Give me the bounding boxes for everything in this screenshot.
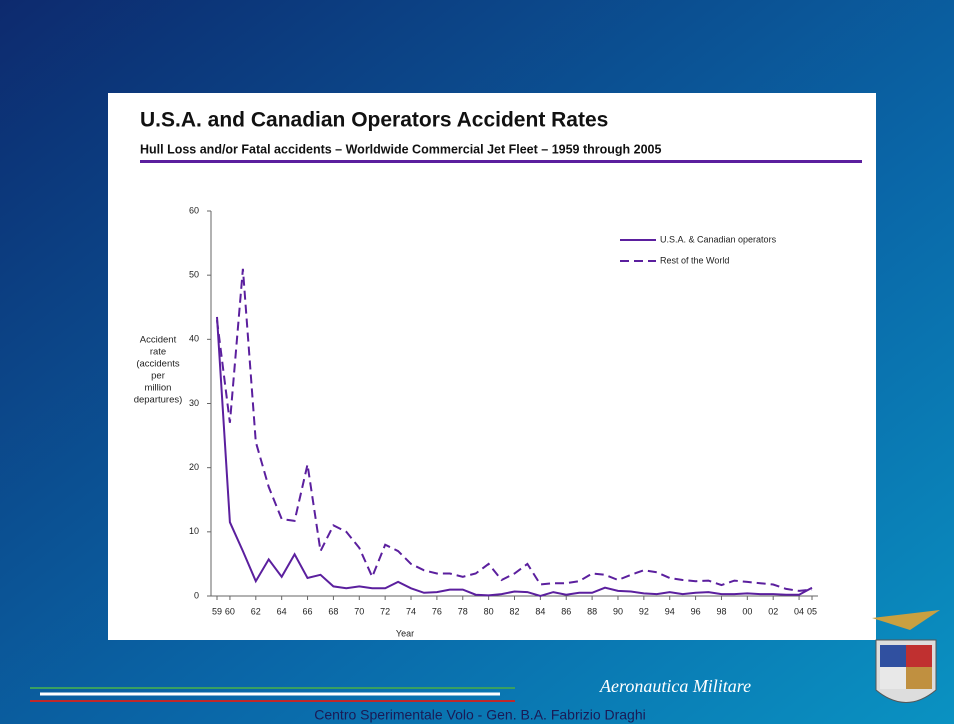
- x-tick-label: 72: [380, 606, 390, 616]
- x-tick-label: 70: [354, 606, 364, 616]
- chart-panel: [108, 93, 876, 640]
- y-tick-label: 60: [189, 205, 199, 215]
- x-tick-label: 86: [561, 606, 571, 616]
- series-line: [216, 316, 813, 598]
- x-tick-label: 98: [716, 606, 726, 616]
- x-tick-label: 76: [432, 606, 442, 616]
- title-rule: [140, 160, 862, 163]
- x-tick-label: 82: [509, 606, 519, 616]
- x-tick-label: 00: [742, 606, 752, 616]
- y-tick-label: 30: [189, 398, 199, 408]
- x-tick-label: 78: [458, 606, 468, 616]
- y-axis-label: rate: [150, 347, 166, 358]
- y-tick-label: 10: [189, 526, 199, 536]
- x-tick-label: 74: [406, 606, 416, 616]
- y-tick-label: 50: [189, 270, 199, 280]
- footer-caption: Centro Sperimentale Volo - Gen. B.A. Fab…: [314, 707, 646, 723]
- y-axis-label: departures): [134, 395, 183, 406]
- x-tick-label: 84: [535, 606, 545, 616]
- x-tick-label: 02: [768, 606, 778, 616]
- x-axis-label: Year: [396, 628, 414, 638]
- y-axis-label: per: [151, 371, 165, 382]
- x-tick-label: 64: [277, 606, 287, 616]
- x-tick-label: 88: [587, 606, 597, 616]
- x-tick-label: 96: [691, 606, 701, 616]
- y-tick-label: 40: [189, 334, 199, 344]
- x-tick-label: 94: [665, 606, 675, 616]
- series-line: [216, 268, 813, 592]
- x-tick-label: 62: [251, 606, 261, 616]
- x-tick-label: 68: [328, 606, 338, 616]
- y-axis-label: million: [145, 383, 172, 394]
- y-axis-label: Accident: [140, 335, 177, 346]
- x-tick-label: 92: [639, 606, 649, 616]
- x-tick-label: 05: [807, 606, 817, 616]
- y-tick-label: 20: [189, 462, 199, 472]
- y-tick-label: 0: [194, 590, 199, 600]
- emblem: [872, 610, 940, 703]
- footer-brand: Aeronautica Militare: [599, 676, 751, 696]
- x-tick-label: 80: [484, 606, 494, 616]
- x-tick-label: 04: [794, 606, 804, 616]
- chart-subtitle: Hull Loss and/or Fatal accidents – World…: [140, 142, 662, 156]
- y-axis-label: (accidents: [136, 359, 180, 370]
- chart-title: U.S.A. and Canadian Operators Accident R…: [140, 109, 608, 132]
- legend-label: U.S.A. & Canadian operators: [660, 234, 777, 244]
- x-tick-label: 59: [212, 606, 222, 616]
- x-tick-label: 60: [225, 606, 235, 616]
- x-tick-label: 90: [613, 606, 623, 616]
- x-tick-label: 66: [303, 606, 313, 616]
- legend-label: Rest of the World: [660, 255, 729, 265]
